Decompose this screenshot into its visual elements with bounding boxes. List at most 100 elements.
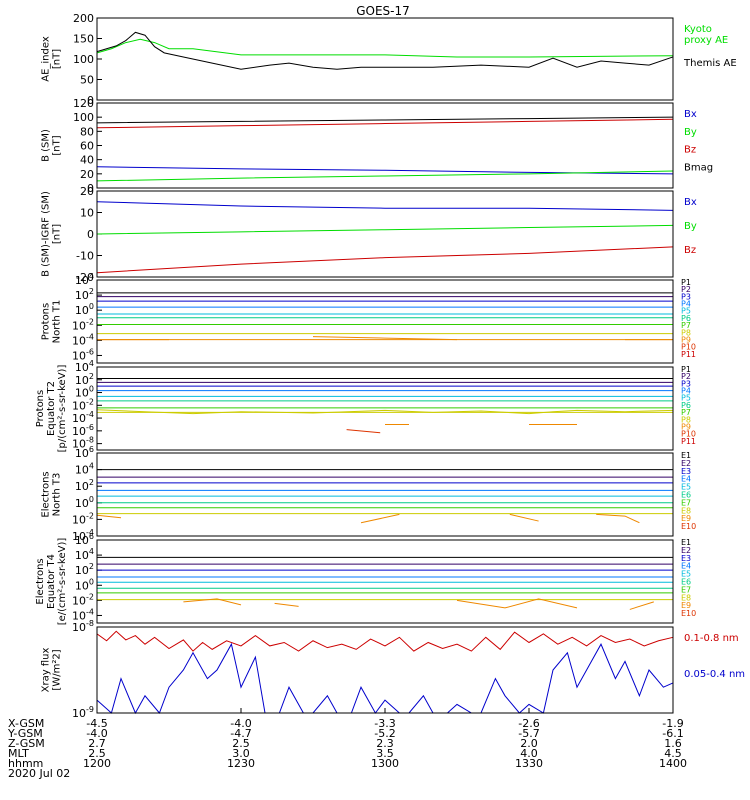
y-axis-label: B (SM)-IGRF (SM) [nT] bbox=[41, 191, 63, 277]
y-axis-label-line: Electrons bbox=[41, 471, 52, 517]
footer-value: 2.3 bbox=[376, 737, 394, 750]
ytick-label: 10-6 bbox=[72, 347, 94, 362]
legend-E7: E7 bbox=[681, 585, 691, 594]
ytick-label: 100 bbox=[73, 111, 94, 124]
legend-E9: E9 bbox=[681, 514, 691, 523]
footer-value: 1330 bbox=[515, 757, 543, 770]
ytick-label: 10-6 bbox=[72, 423, 94, 438]
ytick-label: 10-2 bbox=[72, 397, 94, 412]
legend-Bmag: Bmag bbox=[684, 162, 713, 173]
ytick-label: 106 bbox=[75, 445, 94, 460]
panel-frame bbox=[96, 539, 674, 624]
ytick-label: 100 bbox=[73, 53, 94, 66]
legend-Kyoto-proxy-AE: Kyoto bbox=[684, 24, 712, 35]
footer-value: -2.6 bbox=[518, 717, 539, 730]
ytick-label: 200 bbox=[73, 12, 94, 25]
legend-Bz: Bz bbox=[684, 245, 696, 256]
footer-value: 1400 bbox=[659, 757, 687, 770]
footer-value: 2.5 bbox=[88, 747, 106, 760]
ytick-label: 10-8 bbox=[72, 436, 94, 451]
footer-label-Z-GSM: Z-GSM bbox=[8, 737, 45, 750]
ytick-label: 10-2 bbox=[72, 592, 94, 607]
y-axis-label-line: [W/m²2] bbox=[52, 649, 63, 690]
legend-P4: P4 bbox=[681, 300, 691, 309]
y-axis-label-line: [nT] bbox=[52, 49, 63, 69]
segment-P9 bbox=[312, 336, 458, 341]
legend-Bx: Bx bbox=[684, 197, 697, 208]
legend-Themis-AE: Themis AE bbox=[683, 58, 737, 69]
ytick-label: 10-8 bbox=[72, 619, 94, 634]
legend-E5: E5 bbox=[681, 483, 691, 492]
footer-value: -5.7 bbox=[518, 727, 539, 740]
footer-label-hhmm: hhmm bbox=[8, 757, 43, 770]
footer-value: 2.0 bbox=[520, 737, 538, 750]
legend-P8: P8 bbox=[681, 328, 691, 337]
legend-P3: P3 bbox=[681, 379, 691, 388]
footer-value: 1300 bbox=[371, 757, 399, 770]
ytick-label: 10-9 bbox=[72, 705, 94, 720]
footer-value: 1.6 bbox=[664, 737, 682, 750]
legend-By: By bbox=[684, 221, 697, 232]
ytick-label: -10 bbox=[76, 250, 94, 263]
legend-E3: E3 bbox=[681, 554, 691, 563]
footer-value: -4.7 bbox=[230, 727, 251, 740]
legend-P3: P3 bbox=[681, 292, 691, 301]
ytick-label: 104 bbox=[75, 547, 94, 562]
footer-value: -4.0 bbox=[230, 717, 251, 730]
series-Themis-AE bbox=[96, 31, 674, 70]
y-axis-label-line: B (SM)-IGRF (SM) bbox=[41, 191, 52, 277]
footer-value: -6.1 bbox=[662, 727, 683, 740]
legend-P2: P2 bbox=[681, 372, 691, 381]
footer-value: -5.2 bbox=[374, 727, 395, 740]
legend-E1: E1 bbox=[681, 451, 691, 460]
series-Kyoto-proxy-AE bbox=[96, 38, 674, 58]
ytick-label: 10-4 bbox=[72, 528, 94, 543]
series-0.05-0.4-nm bbox=[96, 642, 674, 715]
legend-P5: P5 bbox=[681, 307, 691, 316]
legend-E6: E6 bbox=[681, 491, 691, 500]
legend-E2: E2 bbox=[681, 546, 691, 555]
segment-E9 bbox=[629, 601, 654, 610]
y-axis-label-line: North T1 bbox=[52, 300, 63, 344]
footer-value: -4.5 bbox=[86, 717, 107, 730]
footer-value: 2.5 bbox=[232, 737, 250, 750]
y-axis-label-line: Protons bbox=[41, 303, 52, 340]
ytick-label: 150 bbox=[73, 33, 94, 46]
legend-E2: E2 bbox=[681, 459, 691, 468]
ytick-label: 0 bbox=[87, 182, 94, 195]
footer-value: 3.5 bbox=[376, 747, 394, 760]
y-axis-label-line: [nT] bbox=[52, 135, 63, 155]
segment-E9 bbox=[596, 513, 640, 524]
footer-value: 1200 bbox=[83, 757, 111, 770]
legend-P11: P11 bbox=[681, 350, 696, 359]
legend-P8: P8 bbox=[681, 415, 691, 424]
series-Bz bbox=[96, 246, 674, 274]
segment-P8 bbox=[96, 409, 674, 415]
ytick-label: 0 bbox=[87, 228, 94, 241]
ytick-label: 50 bbox=[80, 74, 94, 87]
legend-P6: P6 bbox=[681, 401, 691, 410]
y-axis-label-line: Xray flux bbox=[41, 648, 52, 693]
series-0.1-0.8-nm bbox=[96, 630, 674, 652]
legend-P6: P6 bbox=[681, 314, 691, 323]
ytick-label: 20 bbox=[80, 168, 94, 181]
footer-value: 3.0 bbox=[232, 747, 250, 760]
panel-frame bbox=[96, 17, 674, 101]
y-axis-label-line: Protons bbox=[35, 390, 46, 427]
ytick-label: 10-4 bbox=[72, 410, 94, 425]
segment-E9 bbox=[456, 598, 578, 609]
y-axis-label: Xray flux [W/m²2] bbox=[41, 648, 63, 693]
legend-0.05-0.4-nm: 0.05-0.4 nm bbox=[684, 669, 745, 680]
ytick-label: 40 bbox=[80, 154, 94, 167]
panel-frame bbox=[96, 190, 674, 278]
legend-E8: E8 bbox=[681, 593, 691, 602]
ytick-label: 0 bbox=[87, 94, 94, 107]
footer-value: 4.0 bbox=[520, 747, 538, 760]
legend-P10: P10 bbox=[681, 430, 696, 439]
legend-P9: P9 bbox=[681, 335, 691, 344]
ytick-label: 100 bbox=[75, 577, 94, 592]
legend-E10: E10 bbox=[681, 522, 696, 531]
